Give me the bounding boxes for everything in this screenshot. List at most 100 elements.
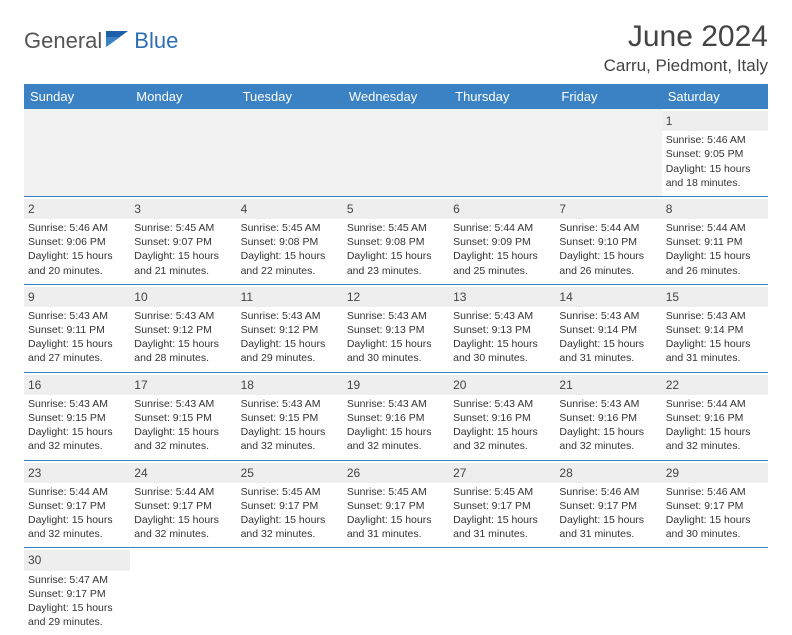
day-details: Sunrise: 5:43 AMSunset: 9:12 PMDaylight:…	[134, 309, 232, 366]
calendar-cell: 25Sunrise: 5:45 AMSunset: 9:17 PMDayligh…	[237, 460, 343, 548]
day-details: Sunrise: 5:43 AMSunset: 9:12 PMDaylight:…	[241, 309, 339, 366]
day-details: Sunrise: 5:45 AMSunset: 9:17 PMDaylight:…	[453, 485, 551, 542]
calendar-cell: 2Sunrise: 5:46 AMSunset: 9:06 PMDaylight…	[24, 196, 130, 284]
calendar-cell: 22Sunrise: 5:44 AMSunset: 9:16 PMDayligh…	[662, 372, 768, 460]
day-details: Sunrise: 5:43 AMSunset: 9:16 PMDaylight:…	[347, 397, 445, 454]
day-number: 25	[237, 463, 343, 483]
calendar-cell: 30Sunrise: 5:47 AMSunset: 9:17 PMDayligh…	[24, 548, 130, 635]
calendar-cell: 26Sunrise: 5:45 AMSunset: 9:17 PMDayligh…	[343, 460, 449, 548]
day-details: Sunrise: 5:44 AMSunset: 9:16 PMDaylight:…	[666, 397, 764, 454]
calendar-cell: 8Sunrise: 5:44 AMSunset: 9:11 PMDaylight…	[662, 196, 768, 284]
day-number: 18	[237, 375, 343, 395]
calendar-cell: 18Sunrise: 5:43 AMSunset: 9:15 PMDayligh…	[237, 372, 343, 460]
calendar-cell: 9Sunrise: 5:43 AMSunset: 9:11 PMDaylight…	[24, 284, 130, 372]
calendar-cell: 21Sunrise: 5:43 AMSunset: 9:16 PMDayligh…	[555, 372, 661, 460]
day-number: 26	[343, 463, 449, 483]
logo-text-general: General	[24, 28, 102, 54]
location-text: Carru, Piedmont, Italy	[604, 56, 768, 76]
calendar-cell: 15Sunrise: 5:43 AMSunset: 9:14 PMDayligh…	[662, 284, 768, 372]
day-number: 20	[449, 375, 555, 395]
day-number: 16	[24, 375, 130, 395]
day-details: Sunrise: 5:43 AMSunset: 9:11 PMDaylight:…	[28, 309, 126, 366]
header: General Blue June 2024 Carru, Piedmont, …	[24, 20, 768, 76]
day-number: 3	[130, 199, 236, 219]
calendar-row: 16Sunrise: 5:43 AMSunset: 9:15 PMDayligh…	[24, 372, 768, 460]
day-details: Sunrise: 5:43 AMSunset: 9:15 PMDaylight:…	[28, 397, 126, 454]
day-number: 11	[237, 287, 343, 307]
flag-icon	[106, 29, 132, 54]
calendar-row: 2Sunrise: 5:46 AMSunset: 9:06 PMDaylight…	[24, 196, 768, 284]
calendar-row: 30Sunrise: 5:47 AMSunset: 9:17 PMDayligh…	[24, 548, 768, 635]
calendar-cell-empty	[555, 548, 661, 635]
calendar-cell: 7Sunrise: 5:44 AMSunset: 9:10 PMDaylight…	[555, 196, 661, 284]
calendar-cell: 24Sunrise: 5:44 AMSunset: 9:17 PMDayligh…	[130, 460, 236, 548]
calendar-cell-empty	[237, 548, 343, 635]
day-number: 12	[343, 287, 449, 307]
calendar-cell-empty	[662, 548, 768, 635]
day-number: 21	[555, 375, 661, 395]
day-number: 10	[130, 287, 236, 307]
calendar-cell: 20Sunrise: 5:43 AMSunset: 9:16 PMDayligh…	[449, 372, 555, 460]
calendar-cell: 3Sunrise: 5:45 AMSunset: 9:07 PMDaylight…	[130, 196, 236, 284]
calendar-cell: 5Sunrise: 5:45 AMSunset: 9:08 PMDaylight…	[343, 196, 449, 284]
calendar-cell: 19Sunrise: 5:43 AMSunset: 9:16 PMDayligh…	[343, 372, 449, 460]
day-details: Sunrise: 5:45 AMSunset: 9:08 PMDaylight:…	[347, 221, 445, 278]
day-details: Sunrise: 5:43 AMSunset: 9:16 PMDaylight:…	[559, 397, 657, 454]
calendar-cell-empty	[343, 109, 449, 196]
calendar-cell-empty	[24, 109, 130, 196]
day-number: 7	[555, 199, 661, 219]
calendar-cell-empty	[555, 109, 661, 196]
calendar-cell: 1Sunrise: 5:46 AMSunset: 9:05 PMDaylight…	[662, 109, 768, 196]
calendar-cell-empty	[343, 548, 449, 635]
day-number: 24	[130, 463, 236, 483]
day-number: 1	[662, 111, 768, 131]
calendar-cell: 14Sunrise: 5:43 AMSunset: 9:14 PMDayligh…	[555, 284, 661, 372]
day-details: Sunrise: 5:45 AMSunset: 9:17 PMDaylight:…	[347, 485, 445, 542]
calendar-cell: 10Sunrise: 5:43 AMSunset: 9:12 PMDayligh…	[130, 284, 236, 372]
calendar-row: 1Sunrise: 5:46 AMSunset: 9:05 PMDaylight…	[24, 109, 768, 196]
day-number: 13	[449, 287, 555, 307]
day-number: 8	[662, 199, 768, 219]
day-details: Sunrise: 5:46 AMSunset: 9:17 PMDaylight:…	[666, 485, 764, 542]
weekday-header: Wednesday	[343, 84, 449, 109]
day-details: Sunrise: 5:45 AMSunset: 9:17 PMDaylight:…	[241, 485, 339, 542]
day-number: 6	[449, 199, 555, 219]
day-number: 2	[24, 199, 130, 219]
calendar-row: 23Sunrise: 5:44 AMSunset: 9:17 PMDayligh…	[24, 460, 768, 548]
weekday-header: Thursday	[449, 84, 555, 109]
day-details: Sunrise: 5:44 AMSunset: 9:11 PMDaylight:…	[666, 221, 764, 278]
month-title: June 2024	[604, 20, 768, 54]
logo-text-blue: Blue	[134, 28, 178, 54]
calendar-table: SundayMondayTuesdayWednesdayThursdayFrid…	[24, 84, 768, 635]
title-block: June 2024 Carru, Piedmont, Italy	[604, 20, 768, 76]
weekday-header-row: SundayMondayTuesdayWednesdayThursdayFrid…	[24, 84, 768, 109]
calendar-cell: 29Sunrise: 5:46 AMSunset: 9:17 PMDayligh…	[662, 460, 768, 548]
calendar-row: 9Sunrise: 5:43 AMSunset: 9:11 PMDaylight…	[24, 284, 768, 372]
day-details: Sunrise: 5:44 AMSunset: 9:09 PMDaylight:…	[453, 221, 551, 278]
calendar-cell-empty	[130, 548, 236, 635]
calendar-cell: 13Sunrise: 5:43 AMSunset: 9:13 PMDayligh…	[449, 284, 555, 372]
day-details: Sunrise: 5:43 AMSunset: 9:15 PMDaylight:…	[134, 397, 232, 454]
day-number: 29	[662, 463, 768, 483]
calendar-cell: 12Sunrise: 5:43 AMSunset: 9:13 PMDayligh…	[343, 284, 449, 372]
calendar-cell: 23Sunrise: 5:44 AMSunset: 9:17 PMDayligh…	[24, 460, 130, 548]
day-details: Sunrise: 5:44 AMSunset: 9:10 PMDaylight:…	[559, 221, 657, 278]
weekday-header: Friday	[555, 84, 661, 109]
calendar-cell: 16Sunrise: 5:43 AMSunset: 9:15 PMDayligh…	[24, 372, 130, 460]
day-number: 28	[555, 463, 661, 483]
day-number: 5	[343, 199, 449, 219]
calendar-cell: 27Sunrise: 5:45 AMSunset: 9:17 PMDayligh…	[449, 460, 555, 548]
calendar-cell-empty	[130, 109, 236, 196]
day-details: Sunrise: 5:45 AMSunset: 9:07 PMDaylight:…	[134, 221, 232, 278]
calendar-cell: 4Sunrise: 5:45 AMSunset: 9:08 PMDaylight…	[237, 196, 343, 284]
calendar-cell: 17Sunrise: 5:43 AMSunset: 9:15 PMDayligh…	[130, 372, 236, 460]
day-details: Sunrise: 5:46 AMSunset: 9:05 PMDaylight:…	[666, 133, 764, 190]
day-details: Sunrise: 5:43 AMSunset: 9:13 PMDaylight:…	[347, 309, 445, 366]
logo: General Blue	[24, 28, 178, 54]
day-details: Sunrise: 5:44 AMSunset: 9:17 PMDaylight:…	[134, 485, 232, 542]
day-number: 4	[237, 199, 343, 219]
calendar-cell: 11Sunrise: 5:43 AMSunset: 9:12 PMDayligh…	[237, 284, 343, 372]
calendar-cell-empty	[449, 109, 555, 196]
day-details: Sunrise: 5:43 AMSunset: 9:16 PMDaylight:…	[453, 397, 551, 454]
calendar-cell: 6Sunrise: 5:44 AMSunset: 9:09 PMDaylight…	[449, 196, 555, 284]
